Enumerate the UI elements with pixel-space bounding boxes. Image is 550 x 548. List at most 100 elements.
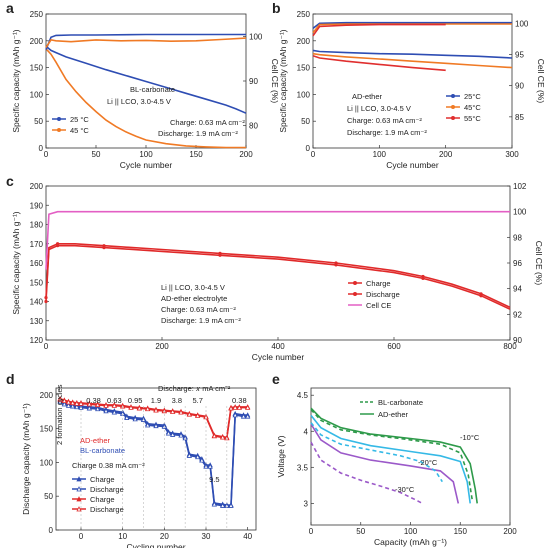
data-point — [178, 409, 184, 415]
y2-tick-label: 96 — [513, 259, 522, 268]
x-tick-label: 0 — [44, 342, 49, 351]
y-tick-label: 200 — [297, 37, 311, 46]
x-tick-label: 0 — [44, 150, 49, 159]
rate-label: 0.38 — [232, 396, 247, 405]
series-line-3 — [310, 409, 473, 500]
legend-ad-discharge-label: Discharge — [90, 505, 124, 514]
annotation: Li || LCO, 3.0-4.5 V — [107, 97, 171, 106]
legend-55c-marker — [451, 116, 455, 120]
y-tick-label: 120 — [30, 336, 44, 345]
x-tick-label: 200 — [503, 527, 517, 536]
data-point — [232, 404, 238, 410]
plot-frame — [312, 13, 513, 149]
legend-25c-label: 25°C — [464, 92, 481, 101]
series-line-2 — [310, 423, 460, 504]
data-point — [479, 294, 483, 298]
x-tick-label: 100 — [373, 150, 387, 159]
y-tick-label: 150 — [40, 425, 54, 434]
y-tick-label: 50 — [301, 117, 310, 126]
rate-label: 3.8 — [172, 396, 182, 405]
series-line-0 — [310, 407, 478, 504]
annotation: Discharge: 1.9 mA cm⁻² — [161, 316, 241, 325]
legend-45c-marker — [57, 128, 61, 132]
annotation: Discharge: 1.9 mA cm⁻² — [158, 129, 238, 138]
chart-panel-e: e 0 50 100 150 200 3 3.5 4 4.5 Capacity (mAh g⁻¹) V… — [272, 371, 517, 547]
data-point — [421, 276, 425, 280]
x-tick-label: 40 — [243, 532, 252, 541]
y-tick-label: 180 — [30, 221, 44, 230]
series-line-1 — [45, 244, 511, 310]
y-tick-label: 150 — [297, 64, 311, 73]
data-point — [170, 431, 176, 437]
y2-tick-label: 102 — [513, 182, 527, 191]
x-tick-label: 10 — [118, 532, 127, 541]
legend-25c-marker — [57, 117, 61, 121]
data-point — [103, 402, 109, 408]
panel-label: c — [6, 173, 14, 189]
x-tick-label: 50 — [356, 527, 365, 536]
legend-bl-charge-label: Charge — [90, 475, 115, 484]
y-tick-label: 160 — [30, 259, 44, 268]
data-point — [245, 404, 251, 410]
legend-charge-marker — [353, 281, 357, 285]
y-axis-label: Specific capacity (mAh g⁻¹) — [11, 29, 21, 132]
y2-tick-label: 92 — [513, 310, 522, 319]
legend-55c-label: 55°C — [464, 114, 481, 123]
legend-ad-ether: AD-ether — [80, 436, 111, 445]
temp-label-20: -20°C — [418, 458, 438, 467]
y2-tick-label: 98 — [513, 233, 522, 242]
data-point — [86, 405, 92, 411]
x-tick-label: 600 — [387, 342, 401, 351]
legend-discharge-marker — [353, 292, 357, 296]
series-line-2 — [45, 33, 246, 50]
y-tick-label: 200 — [30, 182, 44, 191]
data-point — [103, 408, 109, 414]
x-axis-label: Cycling number — [126, 542, 185, 548]
annotation: 2 formation cycles — [55, 384, 64, 445]
plot-frame — [45, 185, 511, 341]
x-tick-label: 800 — [503, 342, 517, 351]
chart-panel-b: b0 100 200 300050100150200250859095100Cycle… — [272, 0, 546, 170]
y-tick-label: 150 — [30, 278, 44, 287]
legend-45c-label: 45°C — [464, 103, 481, 112]
data-point — [334, 263, 338, 267]
series-line-3 — [312, 21, 512, 29]
y-tick-label: 140 — [30, 298, 44, 307]
series-line-1 — [312, 52, 513, 69]
series-line-2 — [45, 210, 510, 270]
legend-charge-label: Charge — [366, 279, 391, 288]
y-tick-label: 4.5 — [297, 391, 309, 400]
x-tick-label: 150 — [454, 527, 468, 536]
data-point — [153, 407, 159, 413]
legend-ad-charge-label: Charge — [90, 495, 115, 504]
series-line-3 — [45, 37, 247, 48]
y-tick-label: 0 — [49, 526, 54, 535]
y2-tick-label: 100 — [513, 208, 527, 217]
y2-tick-label: 90 — [513, 336, 522, 345]
y-tick-label: 250 — [297, 10, 311, 19]
y-tick-label: 50 — [44, 492, 53, 501]
panel-label: a — [6, 0, 14, 16]
data-point — [211, 433, 217, 439]
panel-label: d — [6, 371, 15, 387]
data-point — [124, 414, 130, 420]
data-point — [145, 406, 151, 412]
legend-cell-ce-label: Cell CE — [366, 301, 391, 310]
data-point — [86, 401, 92, 407]
data-point — [186, 452, 192, 458]
annotation: Li || LCO, 3.0-4.5 V — [347, 104, 411, 113]
y2-tick-label: 90 — [515, 82, 524, 91]
y-axis-label: Specific capacity (mAh g⁻¹) — [11, 211, 21, 314]
x-tick-label: 200 — [439, 150, 453, 159]
rate-label: 9.5 — [209, 475, 219, 484]
annotation: Li || LCO, 3.0-4.5 V — [161, 283, 225, 292]
x-tick-label: 200 — [155, 342, 169, 351]
data-point — [111, 402, 117, 408]
y-tick-label: 4 — [304, 427, 309, 436]
y-tick-label: 100 — [297, 90, 311, 99]
data-point — [111, 409, 117, 415]
data-point — [228, 405, 234, 411]
annotation: Discharge: 1.9 mA cm⁻² — [347, 128, 427, 137]
y-tick-label: 3.5 — [297, 463, 309, 472]
data-point — [74, 404, 80, 410]
